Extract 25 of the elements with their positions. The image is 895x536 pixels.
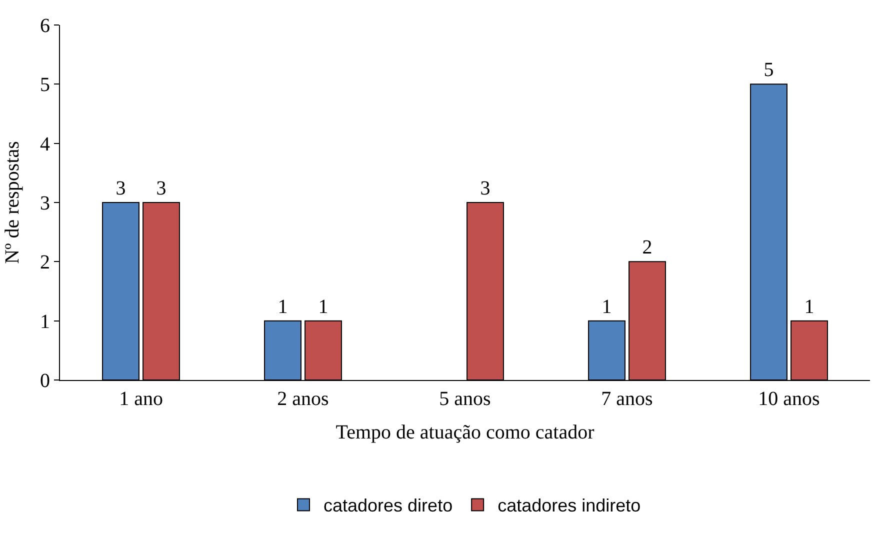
data-label: 5 xyxy=(764,59,774,82)
data-label: 1 xyxy=(602,296,612,318)
y-tick-label: 3 xyxy=(40,192,50,214)
x-tick-label: 2 anos xyxy=(277,388,330,410)
data-label: 3 xyxy=(480,178,490,200)
x-tick-label: 7 anos xyxy=(601,388,654,410)
data-label: 2 xyxy=(642,236,652,259)
legend-label: catadores indireto xyxy=(498,496,641,516)
y-tick-label: 2 xyxy=(40,252,50,274)
y-tick-label: 0 xyxy=(40,370,50,392)
x-tick-label: 10 anos xyxy=(758,388,820,410)
x-axis-title: Tempo de atuação como catador xyxy=(336,422,595,444)
data-label: 1 xyxy=(804,296,814,318)
data-label: 1 xyxy=(278,296,288,318)
y-tick-label: 5 xyxy=(40,74,50,96)
data-label: 3 xyxy=(156,178,166,200)
data-label: 3 xyxy=(116,178,126,200)
x-tick-label: 1 ano xyxy=(119,388,163,410)
x-tick-label: 5 anos xyxy=(439,388,492,410)
legend-label: catadores direto xyxy=(324,496,453,516)
y-axis-title: Nº de respostas xyxy=(2,140,24,264)
data-label: 1 xyxy=(318,296,328,318)
y-tick-label: 1 xyxy=(40,310,50,333)
y-tick-label: 6 xyxy=(40,15,50,37)
y-tick-label: 4 xyxy=(40,133,50,156)
